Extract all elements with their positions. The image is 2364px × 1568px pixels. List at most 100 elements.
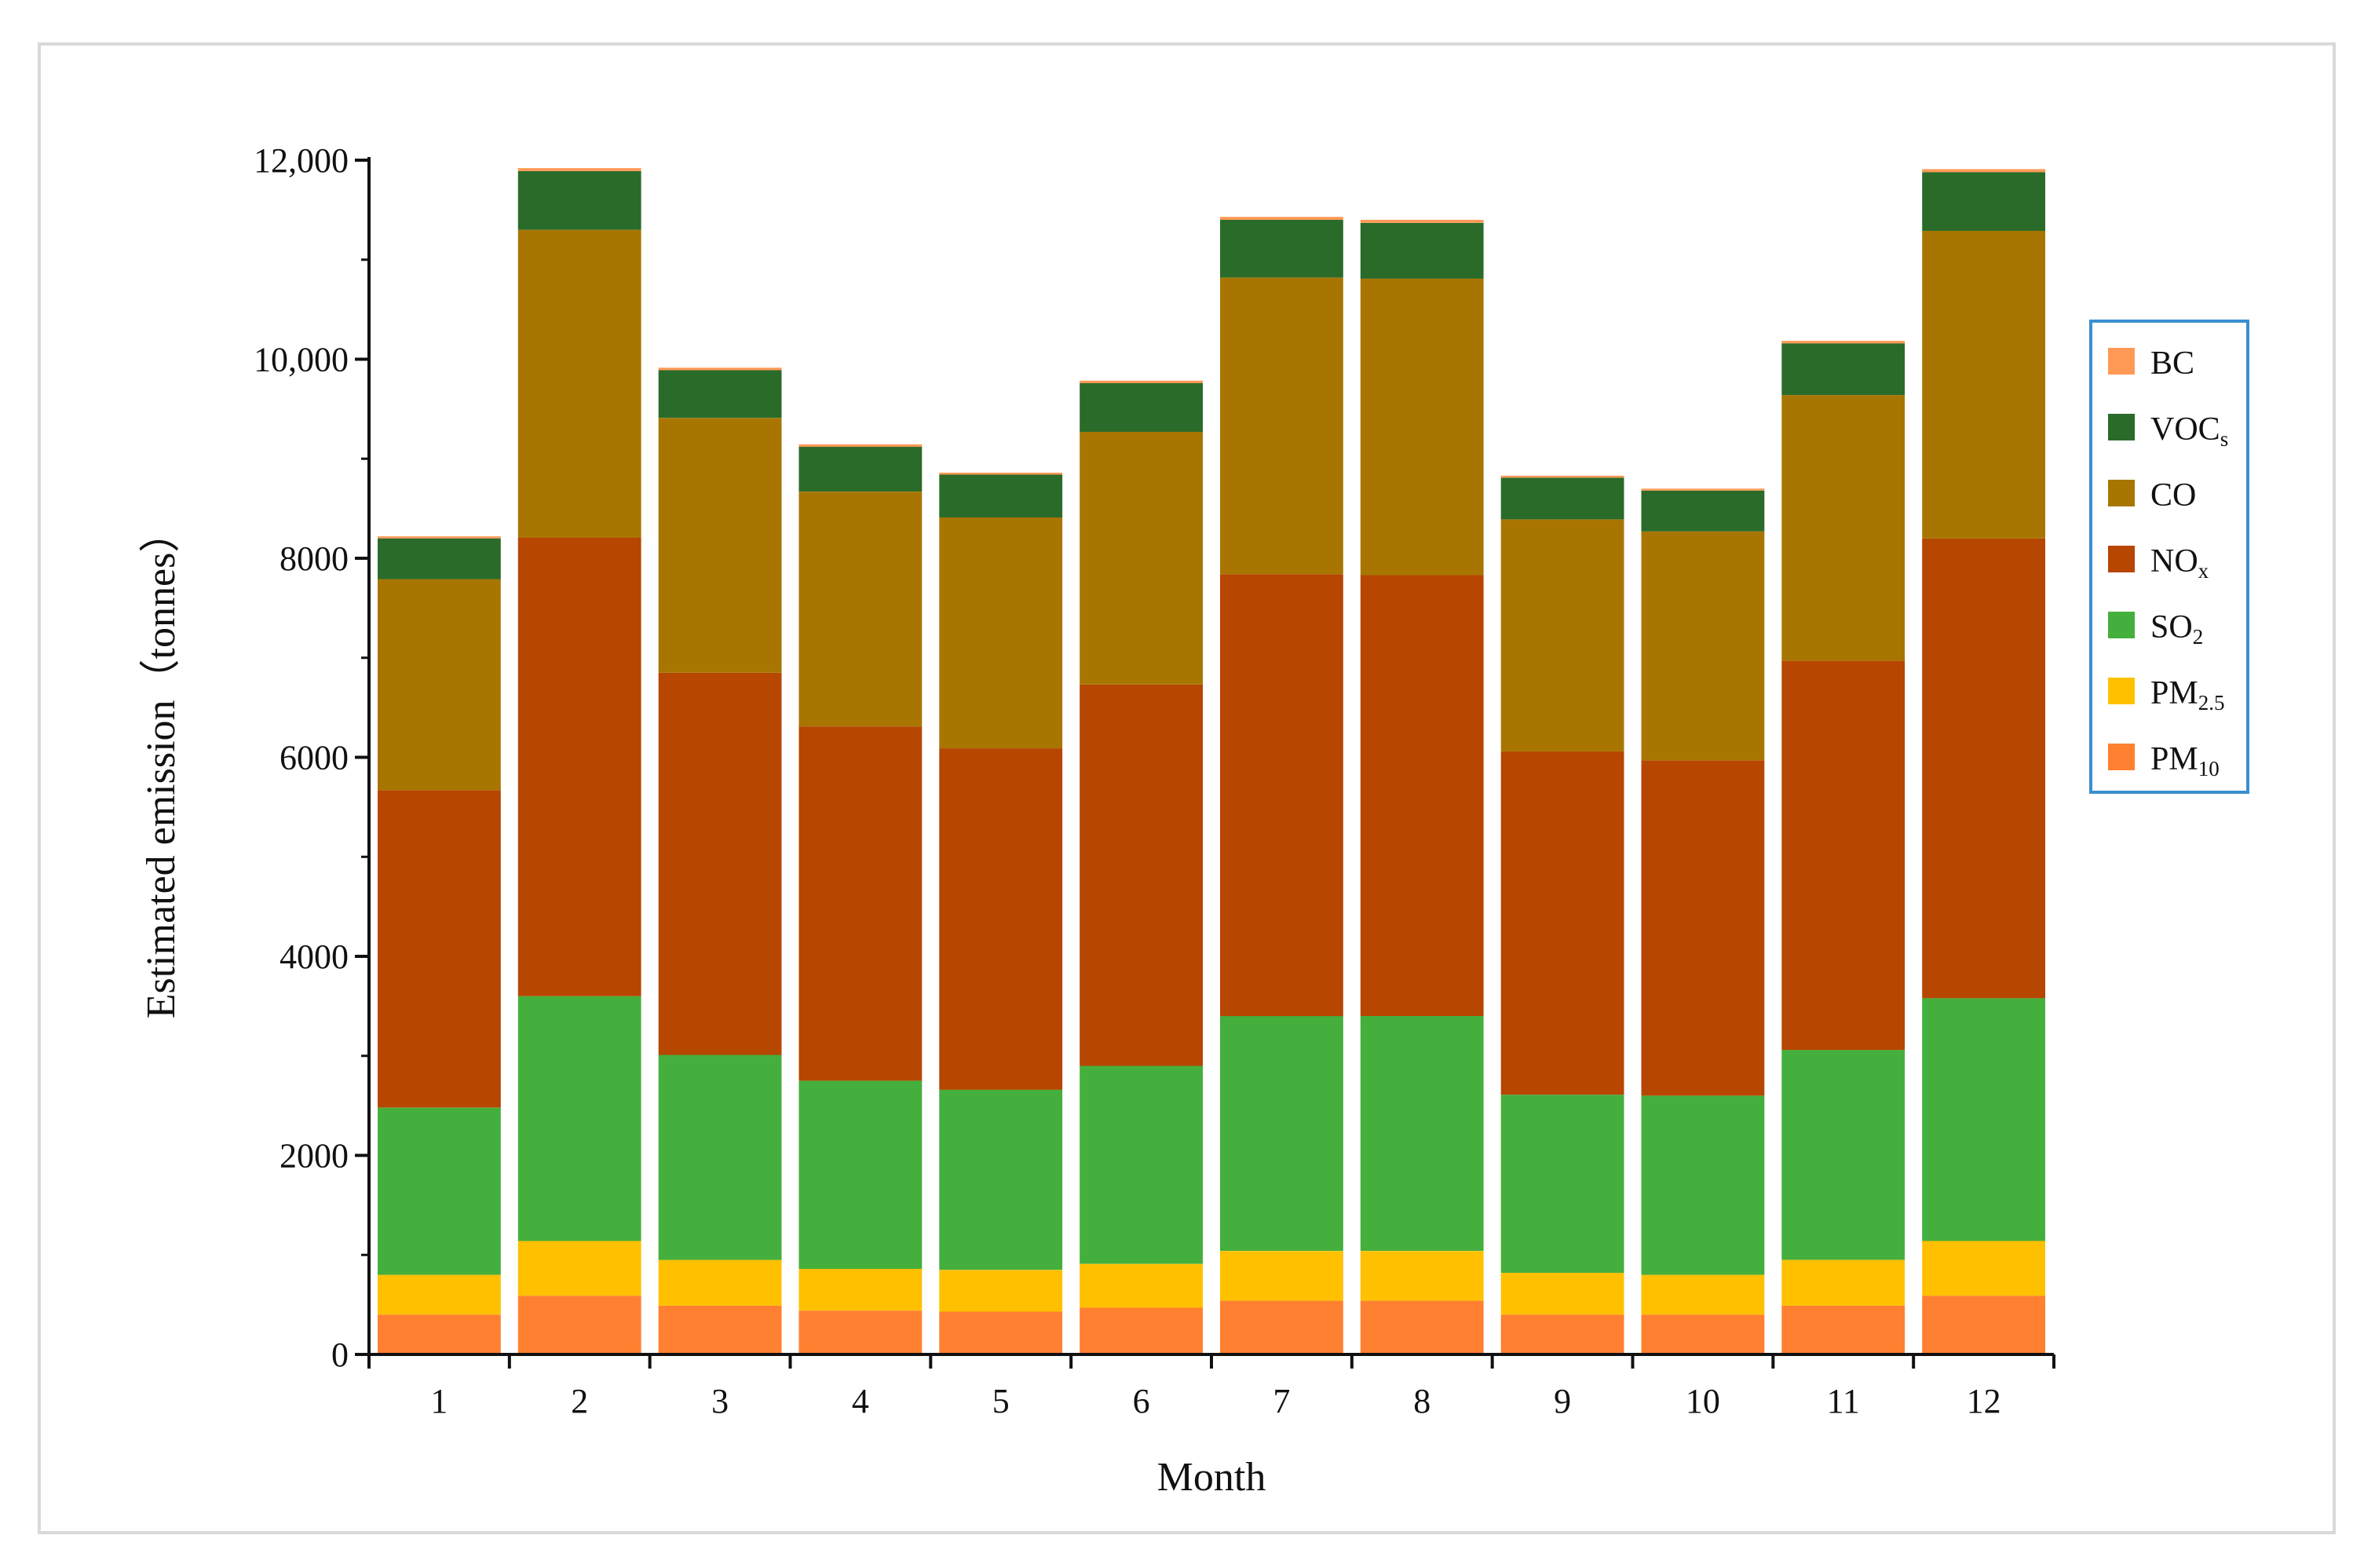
bar-co-month-4 [798,492,923,727]
x-tick-label: 1 [430,1382,448,1420]
bar-nox-month-12 [1922,538,2045,999]
bar-pm10-month-1 [378,1314,501,1354]
y-tick-label: 12,000 [254,141,349,180]
bar-vocs-month-6 [1080,382,1203,432]
bar-vocs-month-8 [1360,222,1484,279]
legend-label-pm10: PM10 [2150,741,2220,780]
bar-pm25-month-7 [1220,1251,1343,1301]
legend-label-pm25: PM2.5 [2150,675,2224,715]
x-tick-label: 11 [1827,1382,1860,1420]
bar-co-month-3 [658,418,782,673]
bar-pm10-month-11 [1781,1305,1905,1354]
bar-nox-month-8 [1360,575,1484,1016]
bar-pm10-month-2 [517,1296,641,1354]
bars-layer [378,168,2045,1354]
bar-pm25-month-10 [1641,1274,1765,1315]
bar-co-month-10 [1641,531,1765,761]
bar-so2-month-12 [1922,998,2045,1241]
bar-pm25-month-6 [1080,1263,1203,1308]
bar-pm10-month-12 [1922,1296,2045,1354]
bar-pm10-month-4 [798,1310,923,1354]
legend: BC VOCs CO NOx SO2 PM2.5 PM10 [2089,320,2249,794]
bar-bc-month-4 [798,444,923,448]
bar-pm10-month-8 [1360,1300,1484,1354]
x-axis-title: Month [1157,1455,1266,1500]
bar-vocs-month-5 [939,474,1063,517]
bar-so2-month-1 [378,1107,501,1275]
bar-nox-month-3 [658,672,782,1055]
y-tick-label: 6000 [280,739,349,777]
x-tick-label: 4 [852,1382,869,1420]
bar-co-month-8 [1360,278,1484,576]
legend-label-co: CO [2150,477,2196,514]
bar-pm10-month-3 [658,1305,782,1354]
bar-co-month-6 [1080,432,1203,685]
bar-bc-month-9 [1500,475,1624,478]
x-tick-label: 8 [1413,1382,1430,1420]
legend-swatch-pm10 [2108,744,2135,770]
bar-nox-month-5 [939,748,1063,1090]
legend-swatch-so2 [2108,612,2135,638]
bar-so2-month-10 [1641,1095,1765,1275]
bar-pm10-month-5 [939,1311,1063,1354]
bar-bc-month-12 [1922,169,2045,173]
bar-co-month-12 [1922,231,2045,539]
bar-so2-month-9 [1500,1095,1624,1274]
bar-so2-month-5 [939,1089,1063,1270]
bar-vocs-month-11 [1781,343,1905,396]
bar-nox-month-7 [1220,574,1343,1017]
bar-so2-month-11 [1781,1050,1905,1260]
bar-bc-month-1 [378,536,501,539]
bar-pm10-month-10 [1641,1314,1765,1354]
bar-so2-month-7 [1220,1016,1343,1252]
bar-pm25-month-4 [798,1269,923,1311]
legend-swatch-vocs [2108,414,2135,440]
bar-nox-month-6 [1080,685,1203,1066]
x-tick-label: 3 [711,1382,729,1420]
legend-label-bc: BC [2150,345,2194,382]
bar-vocs-month-2 [517,170,641,230]
bar-pm10-month-7 [1220,1300,1343,1354]
bar-vocs-month-12 [1922,172,2045,231]
bar-pm10-month-6 [1080,1307,1203,1354]
bar-pm10-month-9 [1500,1314,1624,1354]
bar-pm25-month-2 [517,1241,641,1296]
bar-pm25-month-3 [658,1259,782,1306]
bar-nox-month-10 [1641,760,1765,1096]
bar-bc-month-11 [1781,341,1905,344]
bar-bc-month-6 [1080,380,1203,383]
bar-nox-month-4 [798,726,923,1081]
bar-pm25-month-8 [1360,1251,1484,1301]
bar-nox-month-1 [378,790,501,1108]
bar-bc-month-8 [1360,220,1484,223]
x-tick-label: 9 [1554,1382,1571,1420]
bar-vocs-month-7 [1220,220,1343,278]
bar-so2-month-2 [517,996,641,1241]
bar-co-month-2 [517,229,641,538]
bar-pm25-month-11 [1781,1259,1905,1306]
bar-co-month-1 [378,579,501,791]
x-tick-label: 10 [1686,1382,1720,1420]
bar-so2-month-4 [798,1080,923,1269]
bar-bc-month-5 [939,473,1063,475]
y-axis-title: Estimated emission（tonnes） [139,512,184,1019]
x-tick-label: 6 [1133,1382,1150,1420]
bar-bc-month-7 [1220,217,1343,220]
x-tick-label: 12 [1967,1382,2001,1420]
y-tick-label: 0 [331,1336,349,1374]
bar-nox-month-11 [1781,660,1905,1051]
legend-swatch-bc [2108,348,2135,375]
bar-co-month-7 [1220,277,1343,575]
x-tick-label: 2 [571,1382,588,1420]
bar-nox-month-2 [517,537,641,996]
bar-bc-month-10 [1641,488,1765,491]
legend-swatch-co [2108,480,2135,506]
y-tick-label: 10,000 [254,341,349,379]
y-tick-label: 4000 [280,938,349,976]
bar-so2-month-8 [1360,1016,1484,1252]
bar-nox-month-9 [1500,751,1624,1095]
y-tick-label: 2000 [280,1137,349,1175]
x-tick-label: 5 [992,1382,1010,1420]
